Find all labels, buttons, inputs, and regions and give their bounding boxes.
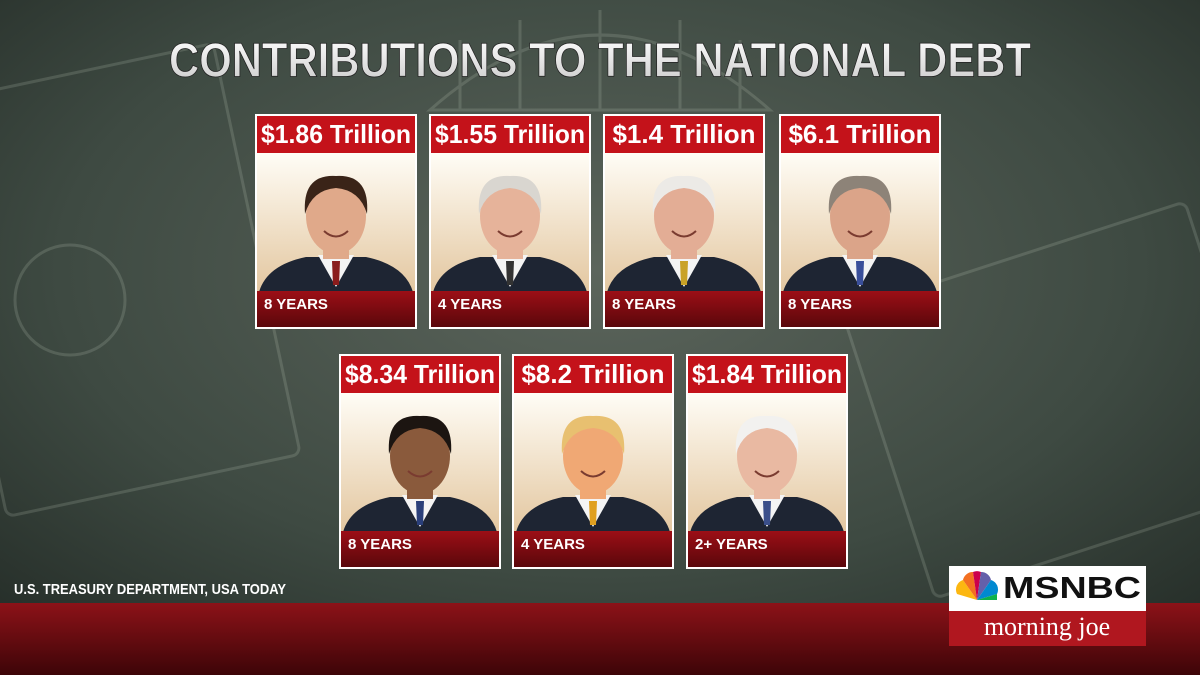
card: $6.1 Trillion 8 YEARS — [779, 114, 941, 329]
portrait-smile — [671, 230, 697, 238]
portrait-smile — [323, 230, 349, 238]
term-bar — [431, 291, 589, 327]
portrait-hair — [735, 415, 799, 454]
amount: $1.4 Trillion — [612, 119, 755, 149]
show-name: morning joe — [984, 612, 1110, 641]
amount-bar — [257, 116, 415, 153]
amount: $8.34 Trillion — [345, 359, 495, 389]
portrait-head — [737, 418, 797, 494]
card: $8.2 Trillion 4 YEARS — [512, 354, 674, 569]
card: $1.4 Trillion 8 YEARS — [603, 114, 765, 329]
portrait-hair — [478, 175, 542, 214]
card: $1.84 Trillion 2+ YEARS — [686, 354, 848, 569]
portrait-head — [480, 178, 540, 254]
amount: $1.84 Trillion — [692, 359, 842, 389]
portrait-head — [306, 178, 366, 254]
title: CONTRIBUTIONS TO THE NATIONAL DEBT — [169, 35, 1031, 88]
term: 8 YEARS — [264, 296, 328, 313]
term: 8 YEARS — [612, 296, 676, 313]
portrait-tie — [332, 261, 340, 285]
portrait-smile — [580, 470, 606, 478]
portrait-smile — [847, 230, 873, 238]
amount: $1.86 Trillion — [261, 119, 411, 149]
portrait-head — [830, 178, 890, 254]
portrait-smile — [407, 470, 433, 478]
term-bar — [257, 291, 415, 327]
term: 4 YEARS — [521, 536, 585, 553]
term-bar — [688, 531, 846, 567]
portrait-tie — [589, 501, 597, 525]
term: 2+ YEARS — [695, 536, 768, 553]
card: $1.86 Trillion 8 YEARS — [255, 114, 417, 329]
term: 8 YEARS — [788, 296, 852, 313]
amount: $1.55 Trillion — [435, 119, 585, 149]
portrait-tie — [416, 501, 424, 525]
card: $8.34 Trillion 8 YEARS — [339, 354, 501, 569]
term-bar — [781, 291, 939, 327]
term-bar — [341, 531, 499, 567]
portrait-smile — [497, 230, 523, 238]
portrait-tie — [680, 261, 688, 285]
term: 4 YEARS — [438, 296, 502, 313]
amount: $6.1 Trillion — [788, 119, 931, 149]
term-bar — [514, 531, 672, 567]
amount-bar — [514, 356, 672, 393]
show-box — [949, 611, 1146, 646]
portrait-head — [390, 418, 450, 494]
peacock — [955, 571, 999, 600]
portrait-hair — [388, 415, 452, 454]
portrait-hair — [652, 175, 716, 214]
term-bar — [605, 291, 763, 327]
amount-bar — [605, 116, 763, 153]
term: 8 YEARS — [348, 536, 412, 553]
logo: MSNBC morning joe — [949, 566, 1146, 646]
portrait-head — [654, 178, 714, 254]
portrait-tie — [763, 501, 771, 525]
network-name: MSNBC — [1003, 570, 1141, 605]
amount-bar — [781, 116, 939, 153]
amount-bar — [431, 116, 589, 153]
portrait-tie — [506, 261, 514, 285]
portrait-tie — [856, 261, 864, 285]
portrait-hair — [828, 175, 892, 214]
card: $1.55 Trillion 4 YEARS — [429, 114, 591, 329]
portrait-hair — [561, 415, 625, 454]
amount-bar — [688, 356, 846, 393]
portrait-smile — [754, 470, 780, 478]
portrait-head — [563, 418, 623, 494]
source: U.S. TREASURY DEPARTMENT, USA TODAY — [14, 581, 286, 598]
card-grid: $1.86 Trillion 8 YEARS $1.55 Trillion 4 YEA… — [255, 114, 941, 569]
amount-bar — [341, 356, 499, 393]
amount: $8.2 Trillion — [521, 359, 664, 389]
portrait-hair — [304, 175, 368, 214]
